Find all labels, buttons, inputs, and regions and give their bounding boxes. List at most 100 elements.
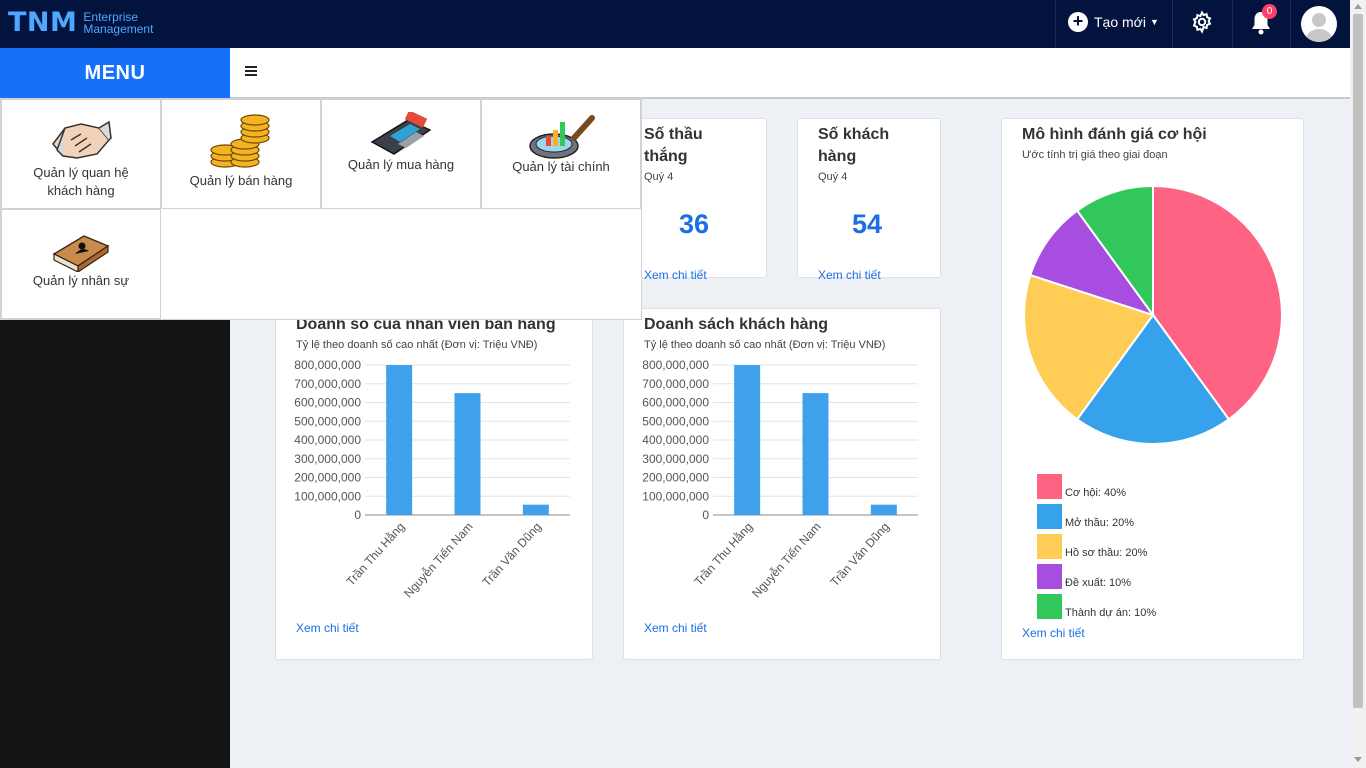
- menu-toggle[interactable]: MENU: [0, 48, 230, 98]
- content-header: [230, 48, 1350, 99]
- create-new-button[interactable]: + Tạo mới ▼: [1068, 12, 1159, 32]
- y-tick-label: 700,000,000: [642, 377, 709, 391]
- divider: [1055, 0, 1056, 48]
- chart-title: Doanh sách khách hàng: [644, 316, 829, 333]
- stat-title-line2: thắng: [644, 148, 688, 165]
- pie-slice: [1023, 273, 1155, 421]
- module-crm[interactable]: Quản lý quan hệ khách hàng: [1, 99, 161, 209]
- x-tick-label: Trần Thu Hằng: [691, 519, 756, 589]
- view-details-link[interactable]: Xem chi tiết: [1022, 626, 1085, 640]
- module-finance[interactable]: Quản lý tài chính: [481, 99, 641, 209]
- chart-subtitle: Tỷ lệ theo doanh số cao nhất (Đơn vị: Tr…: [296, 339, 538, 351]
- notification-badge: 0: [1262, 4, 1277, 19]
- y-tick-label: 100,000,000: [642, 489, 709, 503]
- y-tick-label: 600,000,000: [294, 396, 361, 410]
- y-tick-label: 500,000,000: [642, 414, 709, 428]
- brand-logo[interactable]: TNM Enterprise Management: [8, 7, 153, 38]
- module-label: Quản lý tài chính: [512, 159, 610, 174]
- legend-swatch: [1037, 474, 1062, 499]
- legend-item[interactable]: Hồ sơ thầu: 20%: [1037, 534, 1147, 559]
- pie-slice: [1075, 184, 1154, 319]
- scroll-down-arrow[interactable]: [1354, 757, 1362, 762]
- module-label: Quản lý nhân sự: [32, 273, 130, 288]
- pie-slice: [1152, 184, 1283, 421]
- y-tick-label: 200,000,000: [294, 471, 361, 485]
- module-label: Quản lý bán hàng: [189, 173, 293, 188]
- opportunity-pie-card: Mô hình đánh giá cơ hội Ước tính trị giá…: [1001, 118, 1304, 660]
- divider: [1172, 0, 1173, 48]
- divider: [1290, 0, 1291, 48]
- x-tick-label: Trần Văn Dũng: [828, 520, 893, 590]
- pie-slice: [1075, 313, 1231, 445]
- legend-swatch: [1037, 534, 1062, 559]
- brand-tagline-line2: Management: [83, 21, 154, 36]
- module-menu-dropdown: Quản lý quan hệ khách hàng Quản lý bán h…: [0, 98, 642, 320]
- scrollbar-thumb[interactable]: [1353, 14, 1363, 708]
- user-silhouette-icon: [1305, 13, 1333, 42]
- legend-swatch: [1037, 594, 1062, 619]
- view-details-link[interactable]: Xem chi tiết: [644, 268, 707, 282]
- y-tick-label: 500,000,000: [294, 414, 361, 428]
- customer-sales-chart-card: Doanh sách khách hàng Tỷ lệ theo doanh s…: [623, 308, 941, 660]
- legend-swatch: [1037, 504, 1062, 529]
- bar-chart-sales-staff: 0 100,000,000 200,000,000 300,000,000 400,00…: [294, 358, 570, 600]
- legend-label: Hồ sơ thầu: 20%: [1065, 547, 1148, 559]
- stat-card-customers: Số khách hàng Quý 4 54 Xem chi tiết: [797, 118, 941, 282]
- page-scrollbar[interactable]: [1350, 0, 1366, 768]
- stat-title-line1: Số thầu: [644, 126, 703, 143]
- view-details-link[interactable]: Xem chi tiết: [296, 621, 359, 635]
- stat-card-bids-won: Số thầu thắng Quý 4 36 Xem chi tiết: [623, 118, 767, 282]
- y-tick-label: 700,000,000: [294, 377, 361, 391]
- stat-period: Quý 4: [818, 171, 848, 183]
- module-label: Quản lý mua hàng: [347, 157, 455, 172]
- y-tick-label: 0: [702, 508, 709, 522]
- chart-subtitle: Ước tính trị giá theo giai đoạn: [1022, 149, 1168, 161]
- chart-title: Doanh số của nhân viên bán hàng: [296, 316, 556, 333]
- legend-item[interactable]: Đề xuất: 10%: [1037, 564, 1131, 589]
- bar: [802, 393, 829, 515]
- legend-label: Thành dự án: 10%: [1065, 607, 1157, 619]
- top-navbar: TNM Enterprise Management + Tạo mới ▼ 0: [0, 0, 1350, 48]
- book-person-icon: [52, 235, 110, 272]
- gear-icon[interactable]: [1190, 10, 1214, 34]
- stat-value: 54: [852, 209, 883, 239]
- x-tick-label: Trần Thu Hằng: [343, 519, 408, 589]
- module-sales[interactable]: Quản lý bán hàng: [161, 99, 321, 209]
- bar: [454, 393, 481, 515]
- x-tick-label: Nguyễn Tiến Nam: [400, 519, 475, 600]
- sales-staff-chart-card: Doanh số của nhân viên bán hàng Tỷ lệ th…: [275, 308, 593, 660]
- legend-item[interactable]: Mở thầu: 20%: [1037, 504, 1134, 529]
- y-tick-label: 300,000,000: [642, 452, 709, 466]
- brand-tagline-line1: Enterprise: [83, 9, 139, 24]
- finance-magnifier-icon: [529, 115, 595, 159]
- pie-chart-opportunities: [1023, 184, 1283, 445]
- card-terminal-icon: [370, 112, 432, 155]
- bar-chart-customer-sales: 0 100,000,000 200,000,000 300,000,000 400,00…: [642, 358, 918, 600]
- bar: [522, 504, 549, 515]
- module-purchasing[interactable]: Quản lý mua hàng: [321, 99, 481, 209]
- bar: [734, 365, 761, 515]
- bar: [870, 504, 897, 515]
- create-new-label: Tạo mới: [1094, 14, 1146, 30]
- legend-label: Mở thầu: 20%: [1065, 517, 1134, 529]
- bar: [386, 365, 413, 515]
- caret-down-icon: ▼: [1149, 17, 1159, 27]
- view-details-link[interactable]: Xem chi tiết: [818, 268, 881, 282]
- legend-item[interactable]: Cơ hội: 40%: [1037, 474, 1126, 499]
- legend-item[interactable]: Thành dự án: 10%: [1037, 594, 1156, 619]
- y-tick-label: 200,000,000: [642, 471, 709, 485]
- stat-title-line2: hàng: [818, 148, 857, 165]
- user-avatar[interactable]: [1301, 6, 1337, 42]
- chart-title: Mô hình đánh giá cơ hội: [1022, 126, 1207, 143]
- plus-icon: +: [1068, 12, 1088, 32]
- scroll-up-arrow[interactable]: [1354, 4, 1362, 9]
- module-hr[interactable]: Quản lý nhân sự: [1, 209, 161, 319]
- y-tick-label: 400,000,000: [642, 433, 709, 447]
- chart-subtitle: Tỷ lệ theo doanh số cao nhất (Đơn vị: Tr…: [644, 339, 886, 351]
- view-details-link[interactable]: Xem chi tiết: [644, 621, 707, 635]
- stat-value: 36: [679, 209, 710, 239]
- legend-label: Cơ hội: 40%: [1065, 487, 1127, 499]
- hamburger-icon[interactable]: [245, 66, 257, 76]
- legend-label: Đề xuất: 10%: [1065, 577, 1132, 589]
- y-tick-label: 600,000,000: [642, 396, 709, 410]
